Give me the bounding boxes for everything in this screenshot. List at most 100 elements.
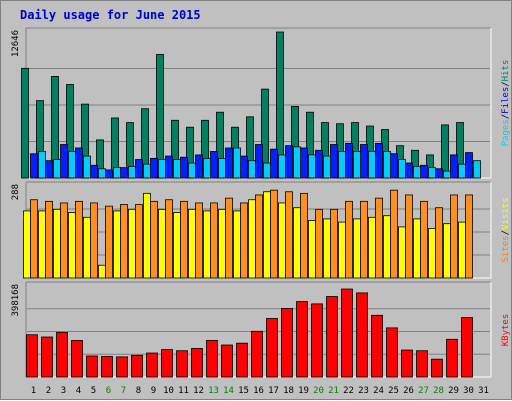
hits-bar-files bbox=[225, 147, 233, 179]
visitors-bar-sites bbox=[435, 207, 443, 279]
visitors-bar-sites bbox=[330, 208, 338, 279]
hits-bar-pages bbox=[98, 168, 106, 179]
visitors-bar-visits bbox=[128, 208, 136, 279]
visitors-bar-sites bbox=[300, 192, 308, 279]
hits-bar-pages bbox=[248, 160, 256, 179]
hits-bar-files bbox=[60, 144, 68, 179]
x-tick-label: 18 bbox=[283, 386, 294, 396]
hits-bar-files bbox=[300, 147, 308, 179]
visitors-bar-sites bbox=[75, 200, 83, 279]
hits-bar-pages bbox=[353, 151, 361, 179]
x-tick-label: 14 bbox=[223, 386, 234, 396]
kbytes-bar-kbytes bbox=[176, 350, 188, 378]
hits-bar-pages bbox=[128, 166, 136, 179]
visitors-bar-sites bbox=[465, 194, 473, 279]
visitors-bar-visits bbox=[113, 210, 121, 279]
hits-bar-files bbox=[105, 169, 113, 179]
visitors-bar-visits bbox=[143, 192, 151, 279]
hits-bar-pages bbox=[38, 151, 46, 179]
hits-bar-pages bbox=[188, 162, 196, 179]
hits-bar-files bbox=[120, 167, 128, 179]
x-tick-label: 6 bbox=[106, 386, 111, 396]
hits-bar-files bbox=[420, 164, 428, 179]
x-tick-label: 5 bbox=[91, 386, 96, 396]
kbytes-bar-kbytes bbox=[236, 342, 248, 378]
hits-bar-pages bbox=[203, 157, 211, 179]
kbytes-bar-kbytes bbox=[461, 317, 473, 378]
visitors-bar-visits bbox=[83, 216, 91, 279]
kbytes-bar-kbytes bbox=[371, 314, 383, 378]
hits-bar-pages bbox=[338, 151, 346, 179]
visitors-bar-visits bbox=[53, 208, 61, 279]
kbytes-bar-kbytes bbox=[161, 349, 173, 378]
kbytes-bar-kbytes bbox=[101, 356, 113, 378]
x-tick-label: 24 bbox=[373, 386, 384, 396]
hits-bar-pages bbox=[443, 170, 451, 179]
x-tick-label: 28 bbox=[433, 386, 444, 396]
visitors-bar-sites bbox=[180, 200, 188, 279]
x-tick-label: 16 bbox=[253, 386, 264, 396]
kbytes-bar-kbytes bbox=[146, 352, 158, 378]
visitors-bar-visits bbox=[368, 216, 376, 279]
hits-bar-files bbox=[315, 149, 323, 179]
visitors-bar-sites bbox=[150, 200, 158, 279]
x-tick-label: 8 bbox=[136, 386, 141, 396]
visitors-bar-sites bbox=[420, 200, 428, 279]
kbytes-bar-kbytes bbox=[356, 292, 368, 378]
hits-bar-files bbox=[150, 157, 158, 179]
x-tick-label: 10 bbox=[163, 386, 174, 396]
hits-bar-files bbox=[390, 153, 398, 179]
hits-legend-part: / bbox=[501, 81, 511, 86]
x-tick-label: 9 bbox=[151, 386, 156, 396]
kbytes-bar-kbytes bbox=[56, 332, 68, 378]
visitors-legend-part: Sites bbox=[501, 235, 511, 262]
visitors-bar-sites bbox=[255, 194, 263, 279]
visitors-bar-visits bbox=[248, 199, 256, 279]
visitors-legend-part: Visits bbox=[501, 197, 511, 230]
hits-bar-pages bbox=[113, 167, 121, 179]
x-tick-label: 22 bbox=[343, 386, 354, 396]
hits-bar-pages bbox=[218, 157, 226, 179]
kbytes-bar-kbytes bbox=[41, 336, 53, 378]
visitors-bar-sites bbox=[90, 202, 98, 279]
x-tick-label: 3 bbox=[61, 386, 66, 396]
hits-bar-pages bbox=[293, 146, 301, 179]
kbytes-bar-kbytes bbox=[296, 301, 308, 378]
kbytes-bar-kbytes bbox=[311, 303, 323, 378]
visitors-bar-visits bbox=[263, 191, 271, 279]
visitors-bar-visits bbox=[323, 218, 331, 279]
x-tick-label: 20 bbox=[313, 386, 324, 396]
x-tick-label: 27 bbox=[418, 386, 429, 396]
x-tick-label: 13 bbox=[208, 386, 219, 396]
kbytes-bar-kbytes bbox=[131, 354, 143, 378]
hits-bar-files bbox=[75, 147, 83, 179]
hits-bar-pages bbox=[458, 163, 466, 179]
visitors-bar-visits bbox=[443, 223, 451, 279]
x-tick-label: 2 bbox=[46, 386, 51, 396]
kbytes-bar-kbytes bbox=[116, 356, 128, 378]
hits-legend-label: Pages/Files/Hits bbox=[501, 60, 511, 147]
hits-bar-files bbox=[375, 142, 383, 179]
kbytes-bar-kbytes bbox=[26, 334, 38, 378]
visitors-bar-sites bbox=[345, 200, 353, 279]
hits-bar-pages bbox=[383, 151, 391, 179]
hits-bar-files bbox=[465, 152, 473, 179]
chart-title: Daily usage for June 2015 bbox=[20, 8, 201, 22]
hits-bar-pages bbox=[323, 155, 331, 179]
hits-bar-files bbox=[240, 155, 248, 179]
x-tick-label: 25 bbox=[388, 386, 399, 396]
visitors-legend-label: Sites/Visits bbox=[501, 197, 511, 262]
visitors-bar-sites bbox=[375, 197, 383, 279]
x-tick-label: 30 bbox=[463, 386, 474, 396]
hits-bar-files bbox=[195, 154, 203, 179]
visitors-bar-visits bbox=[383, 215, 391, 279]
kbytes-bar-kbytes bbox=[416, 350, 428, 378]
hits-bar-files bbox=[255, 144, 263, 179]
hits-legend-part: / bbox=[501, 114, 511, 119]
hits-bar-pages bbox=[83, 155, 91, 179]
visitors-bar-visits bbox=[233, 210, 241, 279]
hits-bar-files bbox=[360, 144, 368, 179]
x-tick-label: 31 bbox=[478, 386, 489, 396]
